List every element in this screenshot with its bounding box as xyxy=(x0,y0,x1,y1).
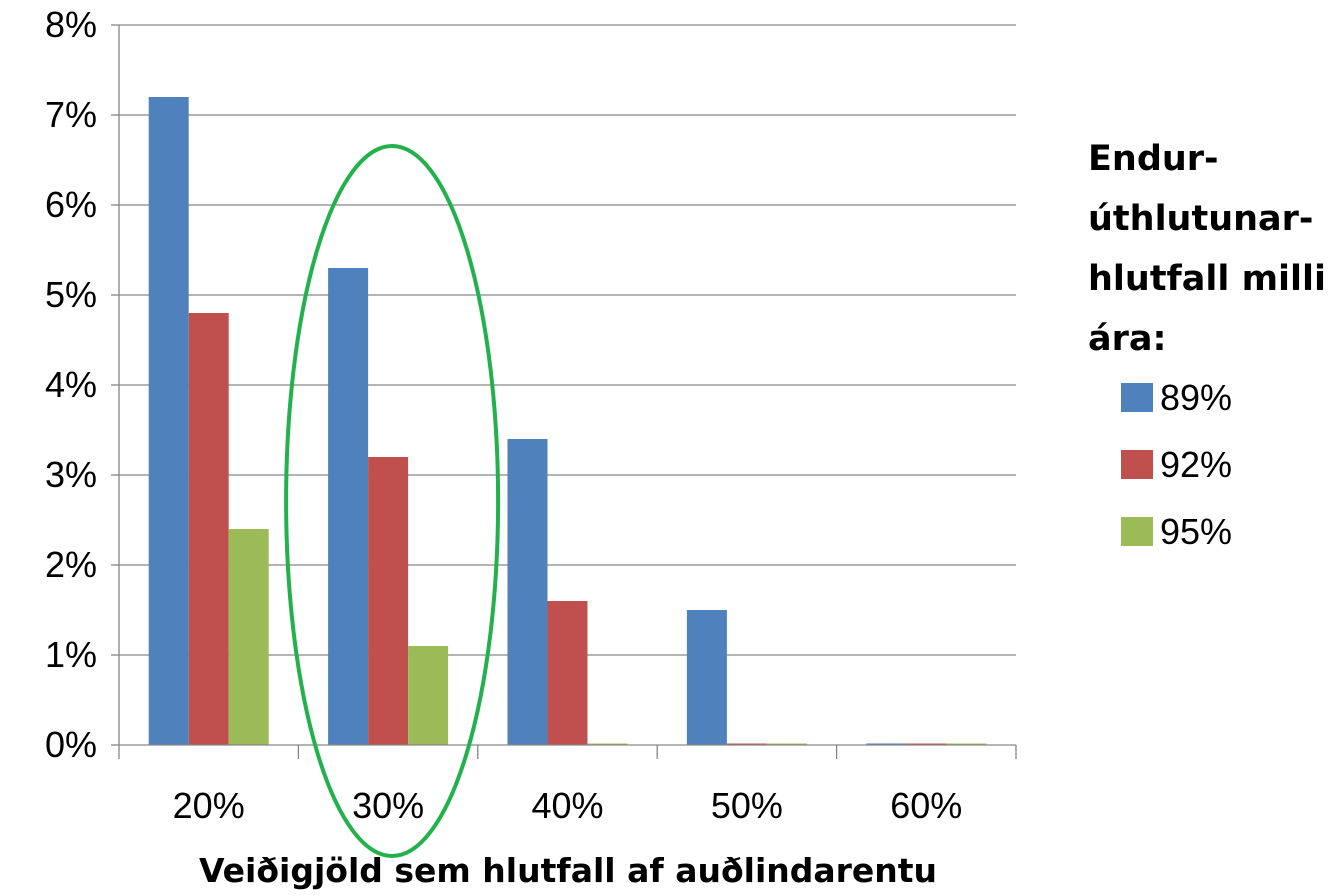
bar-92pct-60pct xyxy=(906,743,947,745)
y-tick-label: 4% xyxy=(45,364,97,405)
y-tick-label: 8% xyxy=(45,4,97,45)
legend-label: 95% xyxy=(1160,511,1232,552)
legend-swatch xyxy=(1121,517,1153,546)
bars xyxy=(148,97,987,745)
legend-title-line-4: ára: xyxy=(1088,319,1167,359)
bar-89pct-40pct xyxy=(507,439,548,745)
legend-swatch xyxy=(1121,383,1153,412)
x-tick-label: 60% xyxy=(890,785,962,826)
x-tick-label: 50% xyxy=(711,785,783,826)
bar-95pct-60pct xyxy=(946,743,987,745)
legend-title-line-2: úthlutunar- xyxy=(1088,199,1313,239)
bar-89pct-30pct xyxy=(328,268,369,745)
bar-92pct-30pct xyxy=(368,457,409,745)
bar-89pct-60pct xyxy=(866,743,907,745)
bar-95pct-40pct xyxy=(587,743,628,745)
bar-89pct-50pct xyxy=(686,610,727,745)
bar-89pct-20pct xyxy=(148,97,189,745)
axes xyxy=(111,24,1017,759)
x-axis-title: Veiðigjöld sem hlutfall af auðlindarentu xyxy=(199,851,937,890)
legend-title-line-1: Endur- xyxy=(1088,139,1219,179)
legend-swatch xyxy=(1121,450,1153,479)
bar-95pct-20pct xyxy=(228,529,269,745)
y-tick-label: 0% xyxy=(45,724,97,765)
y-tick-labels: 0% 1% 2% 3% 4% 5% 6% 7% 8% xyxy=(45,4,97,765)
legend-label: 92% xyxy=(1160,444,1232,485)
y-tick-label: 7% xyxy=(45,94,97,135)
x-tick-label: 30% xyxy=(352,785,424,826)
y-tick-label: 6% xyxy=(45,184,97,225)
x-tick-labels: 20% 30% 40% 50% 60% xyxy=(173,785,963,826)
bar-95pct-50pct xyxy=(766,743,807,745)
legend-title-line-3: hlutfall milli xyxy=(1088,259,1326,299)
legend-label: 89% xyxy=(1160,377,1232,418)
legend: Endur- úthlutunar- hlutfall milli ára: 8… xyxy=(1088,139,1326,552)
x-tick-label: 40% xyxy=(531,785,603,826)
y-tick-label: 5% xyxy=(45,274,97,315)
x-tick-label: 20% xyxy=(173,785,245,826)
y-tick-label: 3% xyxy=(45,454,97,495)
highlight-ellipse-layer xyxy=(284,144,501,858)
y-tick-label: 1% xyxy=(45,634,97,675)
highlight-ellipse xyxy=(284,144,501,858)
bar-92pct-20pct xyxy=(188,313,229,745)
bar-92pct-50pct xyxy=(726,743,767,745)
bar-92pct-40pct xyxy=(547,601,588,745)
y-tick-label: 2% xyxy=(45,544,97,585)
bar-95pct-30pct xyxy=(408,646,449,745)
